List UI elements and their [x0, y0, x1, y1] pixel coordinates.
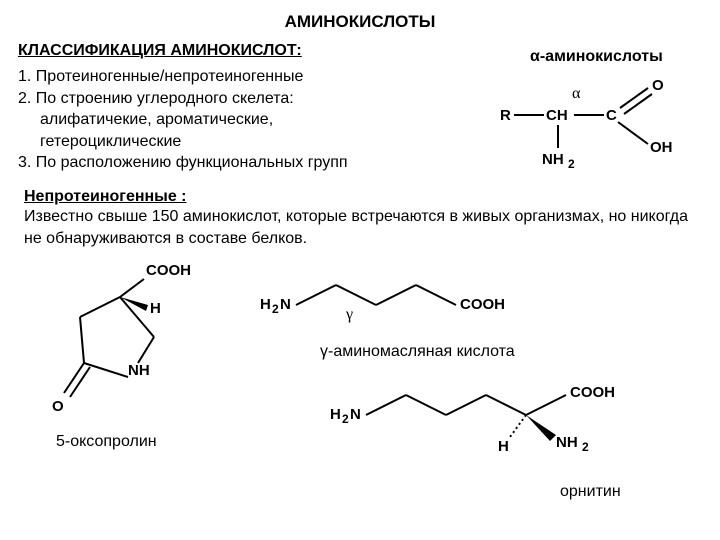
svg-text:2: 2	[582, 440, 589, 454]
gaba-structure: H 2 N COOH γ	[260, 269, 570, 339]
nh2-label: NH	[542, 151, 564, 168]
o-label: O	[652, 77, 664, 94]
svg-text:2: 2	[342, 412, 349, 426]
svg-text:COOH: COOH	[460, 296, 505, 313]
title: АМИНОКИСЛОТЫ	[0, 0, 720, 32]
svg-text:H: H	[150, 300, 161, 317]
svg-text:γ: γ	[345, 306, 353, 323]
r-label: R	[500, 107, 511, 124]
list-item-2a: алифатичекие, ароматические,	[18, 109, 438, 131]
c-label: C	[606, 107, 617, 124]
nonprot-heading: Непротеиногенные :	[24, 188, 720, 206]
oxoproline-structure: COOH H NH O	[50, 259, 230, 429]
svg-text:COOH: COOH	[570, 384, 615, 401]
svg-text:N: N	[280, 296, 291, 313]
ornithine-label: орнитин	[560, 483, 621, 501]
list-item-1: 1. Протеиногенные/непротеиногенные	[18, 66, 438, 88]
svg-text:H: H	[260, 296, 271, 313]
svg-text:H: H	[498, 438, 509, 455]
structures-area: COOH H NH O 5-оксопролин H 2 N COOH γ γ-…	[0, 249, 720, 509]
nh2-sub: 2	[568, 157, 575, 171]
svg-text:N: N	[350, 406, 361, 423]
svg-text:H: H	[330, 406, 341, 423]
list-item-2b: гетероциклические	[18, 131, 438, 153]
oh-label: OH	[650, 139, 673, 156]
svg-text:NH: NH	[556, 434, 578, 451]
ornithine-structure: H 2 N COOH H NH 2	[330, 379, 690, 489]
list-item-3: 3. По расположению функциональных групп	[18, 152, 438, 174]
alpha-mark: α	[572, 85, 581, 102]
gaba-label: γ-аминомасляная кислота	[320, 343, 515, 361]
classification-list: 1. Протеиногенные/непротеиногенные 2. По…	[18, 66, 438, 174]
alpha-amino-label: α-аминокислоты	[530, 48, 663, 66]
list-item-2: 2. По строению углеродного скелета:	[18, 88, 438, 110]
alpha-structure: R CH C O OH NH 2 α	[490, 70, 710, 180]
ch-label: CH	[546, 107, 568, 124]
svg-text:COOH: COOH	[146, 262, 191, 279]
svg-text:O: O	[52, 398, 64, 415]
oxoproline-label: 5-оксопролин	[56, 433, 157, 451]
svg-text:NH: NH	[128, 362, 150, 379]
nonprot-text: Известно свыше 150 аминокислот, которые …	[24, 206, 696, 249]
svg-text:2: 2	[272, 302, 279, 316]
